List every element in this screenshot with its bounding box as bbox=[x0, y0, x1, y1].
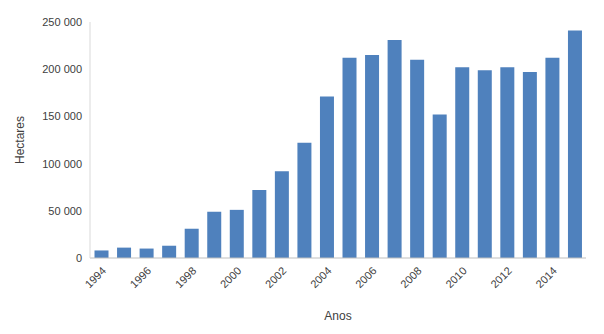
svg-text:1998: 1998 bbox=[173, 264, 199, 290]
svg-text:2002: 2002 bbox=[263, 264, 289, 290]
svg-text:2004: 2004 bbox=[308, 264, 334, 290]
svg-text:250 000: 250 000 bbox=[42, 16, 82, 28]
svg-text:100 000: 100 000 bbox=[42, 158, 82, 170]
svg-text:200 000: 200 000 bbox=[42, 63, 82, 75]
svg-text:2008: 2008 bbox=[398, 264, 424, 290]
svg-text:1996: 1996 bbox=[128, 264, 154, 290]
svg-text:2000: 2000 bbox=[218, 264, 244, 290]
svg-text:Hectares: Hectares bbox=[13, 116, 27, 164]
svg-text:2012: 2012 bbox=[488, 264, 514, 290]
svg-text:2010: 2010 bbox=[443, 264, 469, 290]
svg-text:150 000: 150 000 bbox=[42, 110, 82, 122]
svg-text:2006: 2006 bbox=[353, 264, 379, 290]
svg-text:0: 0 bbox=[76, 252, 82, 264]
svg-text:Anos: Anos bbox=[324, 309, 351, 323]
svg-text:1994: 1994 bbox=[82, 264, 108, 290]
svg-text:50 000: 50 000 bbox=[48, 205, 82, 217]
svg-text:2014: 2014 bbox=[533, 264, 559, 290]
